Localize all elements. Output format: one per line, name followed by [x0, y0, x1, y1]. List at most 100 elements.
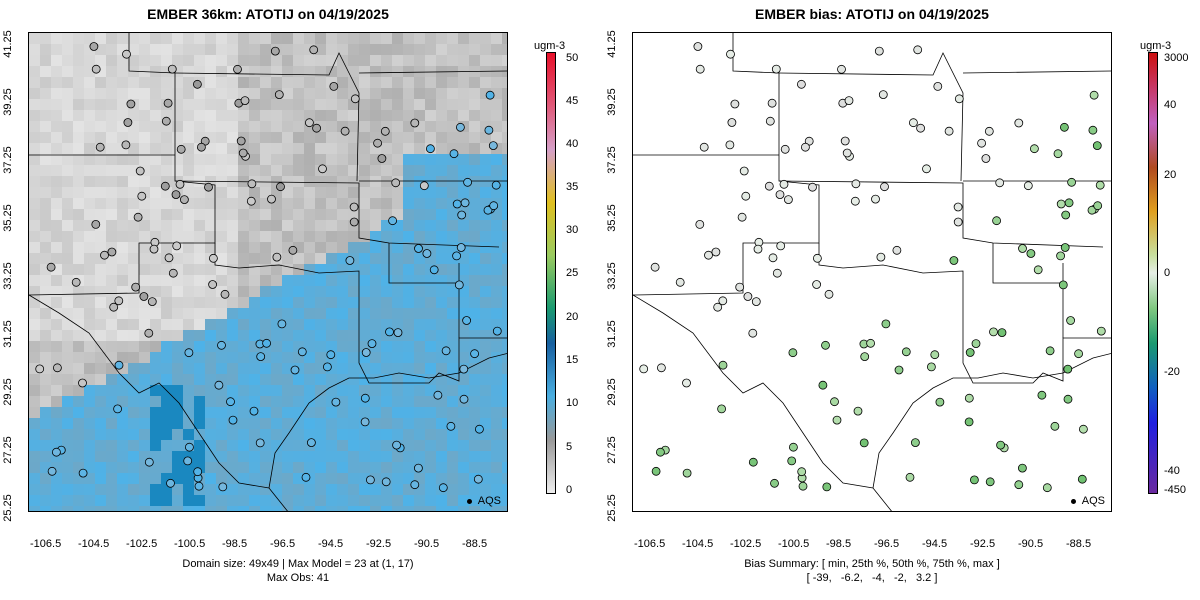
model-grid-cell	[95, 319, 107, 331]
model-grid-cell	[73, 176, 85, 188]
aqs-site-marker	[718, 360, 728, 370]
model-grid-cell	[161, 286, 173, 298]
model-grid-cell	[84, 341, 96, 353]
model-grid-cell	[326, 187, 338, 199]
model-grid-cell	[227, 165, 239, 177]
model-grid-cell	[491, 363, 503, 375]
model-grid-cell	[315, 374, 327, 386]
model-grid-cell	[40, 374, 52, 386]
aqs-site-marker	[419, 181, 429, 191]
model-grid-cell	[436, 308, 448, 320]
model-grid-cell	[458, 132, 470, 144]
model-grid-cell	[315, 308, 327, 320]
model-grid-cell	[381, 451, 393, 463]
model-grid-cell	[40, 418, 52, 430]
model-grid-cell	[194, 187, 206, 199]
model-grid-cell	[29, 165, 41, 177]
right-cb-tick: 40	[1164, 99, 1177, 111]
model-grid-cell	[194, 407, 206, 419]
model-grid-cell	[249, 429, 261, 441]
left-xtick: -96.5	[270, 538, 296, 550]
model-grid-cell	[447, 121, 459, 133]
model-grid-cell	[161, 418, 173, 430]
model-grid-cell	[183, 341, 195, 353]
model-grid-cell	[238, 374, 250, 386]
model-grid-cell	[51, 110, 63, 122]
model-grid-cell	[425, 275, 437, 287]
model-grid-cell	[51, 77, 63, 89]
model-grid-cell	[348, 154, 360, 166]
model-grid-cell	[29, 308, 41, 320]
model-grid-cell	[62, 330, 74, 342]
model-grid-cell	[293, 506, 305, 511]
model-grid-cell	[282, 77, 294, 89]
left-xtick: -94.5	[318, 538, 344, 550]
model-grid-cell	[139, 55, 151, 67]
model-grid-cell	[227, 407, 239, 419]
model-grid-cell	[326, 66, 338, 78]
model-grid-cell	[29, 407, 41, 419]
aqs-site-marker	[220, 289, 230, 299]
model-grid-cell	[216, 143, 228, 155]
model-grid-cell	[260, 110, 272, 122]
model-grid-cell	[150, 55, 162, 67]
model-grid-cell	[183, 176, 195, 188]
right-ytick: 39.25	[605, 88, 618, 116]
model-grid-cell	[359, 319, 371, 331]
model-grid-cell	[216, 99, 228, 111]
model-grid-cell	[469, 253, 481, 265]
model-grid-cell	[73, 330, 85, 342]
model-grid-cell	[95, 220, 107, 232]
model-grid-cell	[480, 231, 492, 243]
model-grid-cell	[458, 319, 470, 331]
model-grid-cell	[106, 44, 118, 56]
aqs-observation-sites	[35, 42, 502, 493]
model-grid-cell	[370, 363, 382, 375]
state-boundaries	[29, 33, 507, 511]
left-legend-label: AQS	[477, 495, 501, 507]
model-grid-cell	[194, 220, 206, 232]
model-grid-cell	[436, 440, 448, 452]
model-grid-cell	[205, 66, 217, 78]
model-grid-cell	[436, 363, 448, 375]
model-grid-cell	[491, 33, 503, 45]
model-grid-cell	[172, 374, 184, 386]
model-grid-cell	[62, 451, 74, 463]
model-grid-cell	[381, 154, 393, 166]
model-grid-cell	[29, 495, 41, 507]
model-grid-cell	[128, 264, 140, 276]
model-grid-cell	[425, 220, 437, 232]
model-grid-cell	[436, 242, 448, 254]
aqs-site-marker	[35, 364, 45, 374]
model-grid-cell	[73, 363, 85, 375]
aqs-site-marker	[452, 199, 462, 209]
aqs-site-marker	[878, 90, 888, 99]
model-grid-cell	[84, 330, 96, 342]
model-grid-cell	[370, 88, 382, 100]
model-grid-cell	[95, 33, 107, 45]
model-grid-cell	[106, 99, 118, 111]
model-grid-cell	[117, 264, 129, 276]
model-grid-cell	[447, 154, 459, 166]
model-grid-cell	[249, 341, 261, 353]
model-grid-cell	[271, 341, 283, 353]
aqs-site-marker	[1092, 141, 1102, 150]
aqs-site-marker	[787, 456, 797, 466]
model-grid-cell	[337, 396, 349, 408]
model-grid-cell	[216, 121, 228, 133]
aqs-site-marker	[808, 182, 817, 192]
model-grid-cell	[326, 165, 338, 177]
model-grid-cell	[282, 363, 294, 375]
model-grid-cell	[403, 88, 415, 100]
model-grid-cell	[205, 407, 217, 419]
model-grid-cell	[227, 473, 239, 485]
model-grid-cell	[95, 121, 107, 133]
model-grid-cell	[326, 440, 338, 452]
model-grid-cell	[337, 385, 349, 397]
model-grid-cell	[458, 55, 470, 67]
aqs-site-marker	[391, 178, 401, 188]
model-grid-cell	[271, 33, 283, 45]
model-grid-cell	[337, 429, 349, 441]
aqs-site-marker	[163, 98, 173, 108]
model-grid-cell	[381, 275, 393, 287]
